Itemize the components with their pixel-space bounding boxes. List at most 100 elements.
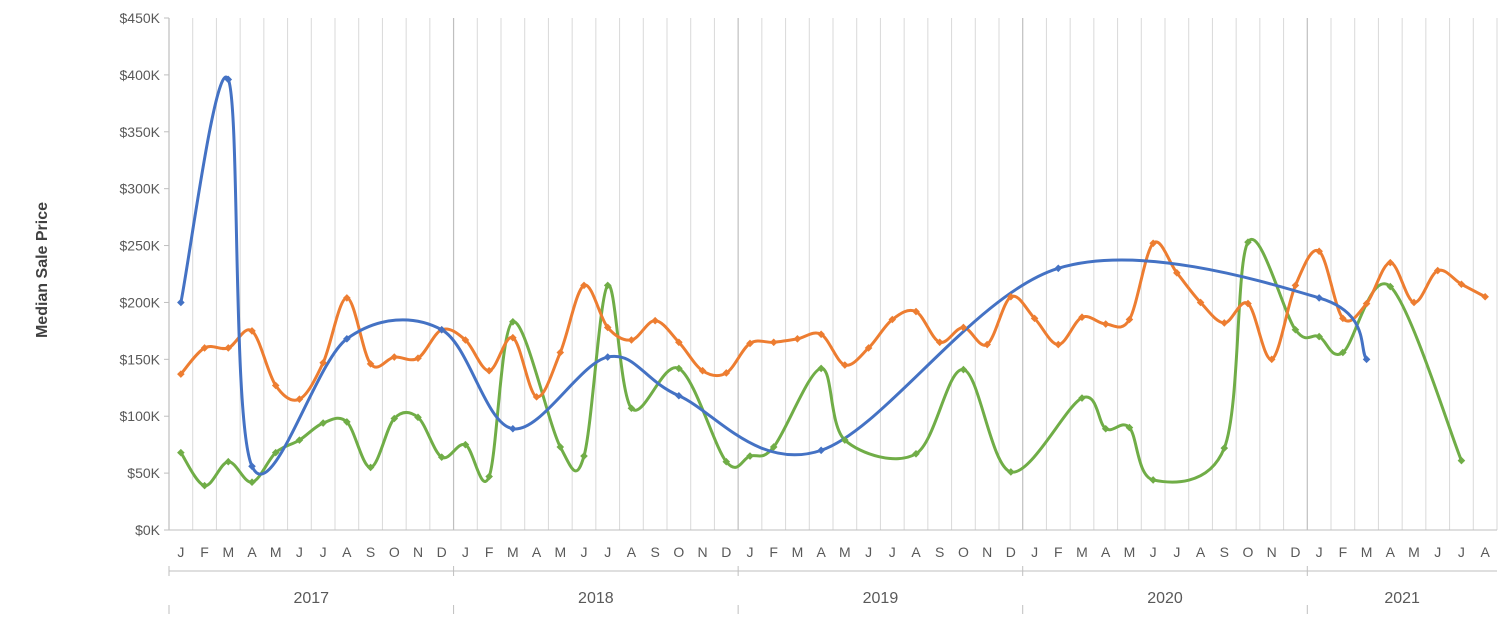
x-tick-month: F — [1339, 544, 1348, 560]
x-tick-month: J — [320, 544, 327, 560]
data-point — [1149, 476, 1157, 484]
data-point — [912, 307, 920, 316]
data-point — [1410, 298, 1418, 307]
data-point — [343, 418, 351, 426]
x-tick-month: M — [792, 544, 804, 560]
x-tick-month: A — [911, 544, 921, 560]
x-tick-month: J — [604, 544, 611, 560]
y-tick-label: $200K — [120, 294, 161, 310]
data-point — [912, 449, 920, 458]
data-point — [793, 335, 802, 343]
data-point — [390, 353, 399, 361]
x-tick-month: J — [296, 544, 303, 560]
data-point — [603, 281, 612, 290]
x-tick-year: 2018 — [578, 590, 614, 607]
data-point — [1457, 456, 1466, 465]
data-point — [1173, 269, 1181, 277]
y-tick-label: $450K — [120, 10, 161, 26]
x-tick-month: M — [270, 544, 282, 560]
data-point — [177, 298, 185, 307]
data-point — [414, 413, 422, 422]
data-point — [177, 448, 185, 457]
x-tick-year: 2020 — [1147, 590, 1183, 607]
data-point — [414, 354, 422, 362]
data-point — [343, 335, 351, 343]
gridlines — [168, 18, 1498, 530]
x-tick-month: O — [673, 544, 684, 560]
data-point — [1291, 325, 1300, 334]
data-point — [1339, 314, 1347, 323]
data-point — [200, 344, 209, 352]
data-point — [1220, 319, 1229, 327]
x-tick-month: S — [935, 544, 944, 560]
data-point — [675, 391, 683, 400]
x-tick-month: J — [462, 544, 469, 560]
data-point — [1457, 280, 1466, 289]
data-point — [295, 436, 304, 444]
data-point — [580, 281, 588, 290]
data-point — [746, 339, 754, 348]
data-point — [461, 440, 470, 449]
data-point — [722, 369, 731, 377]
data-point — [1196, 298, 1205, 307]
data-point — [1339, 348, 1347, 357]
x-tick-month: D — [1290, 544, 1300, 560]
data-point — [722, 457, 731, 466]
data-point — [1149, 239, 1157, 248]
data-point — [675, 364, 683, 373]
data-markers — [177, 75, 1489, 490]
x-tick-month: A — [1196, 544, 1206, 560]
data-point — [509, 333, 517, 342]
y-tick-label: $50K — [127, 465, 160, 481]
x-tick-month: O — [1243, 544, 1254, 560]
x-tick-month: J — [1150, 544, 1157, 560]
x-tick-month: N — [413, 544, 423, 560]
data-point — [200, 481, 209, 490]
data-point — [817, 446, 825, 455]
x-tick-month: S — [650, 544, 659, 560]
series-line-1 — [179, 75, 1369, 476]
x-tick-month: M — [222, 544, 234, 560]
x-tick-month: J — [1434, 544, 1441, 560]
data-point — [1030, 314, 1039, 323]
x-tick-month: A — [247, 544, 257, 560]
x-tick-month: A — [1480, 544, 1490, 560]
x-tick-year: 2021 — [1384, 590, 1420, 607]
data-point — [675, 338, 683, 347]
data-point — [1291, 281, 1300, 290]
data-point — [627, 404, 636, 413]
data-point — [485, 472, 493, 481]
x-tick-month: J — [177, 544, 184, 560]
x-tick-month: M — [1408, 544, 1420, 560]
data-point — [746, 452, 754, 460]
data-point — [556, 348, 565, 357]
data-point — [509, 317, 517, 326]
x-tick-month: J — [889, 544, 896, 560]
x-tick-month: F — [1054, 544, 1063, 560]
x-tick-month: J — [1316, 544, 1323, 560]
axes: $0K $50K $100K $150K $200K $250K $300K $350K $40… — [120, 10, 1497, 614]
data-point — [841, 361, 849, 369]
data-point — [509, 424, 517, 433]
x-tick-month: F — [200, 544, 209, 560]
data-point — [959, 323, 968, 332]
x-tick-month: O — [958, 544, 969, 560]
data-point — [437, 325, 446, 334]
data-point — [271, 381, 280, 390]
x-tick-month: D — [721, 544, 731, 560]
x-tick-month: J — [1173, 544, 1180, 560]
data-point — [1267, 355, 1276, 364]
data-point — [864, 344, 873, 352]
data-point — [271, 448, 280, 457]
data-point — [1386, 258, 1395, 267]
data-point — [603, 323, 612, 332]
data-point — [532, 393, 541, 401]
data-point — [841, 436, 849, 444]
y-tick-label: $350K — [120, 124, 161, 140]
data-point — [1386, 282, 1395, 291]
y-tick-label: $0K — [135, 522, 161, 538]
x-tick-month: A — [532, 544, 542, 560]
data-point — [1481, 292, 1489, 301]
data-point — [1125, 315, 1134, 324]
